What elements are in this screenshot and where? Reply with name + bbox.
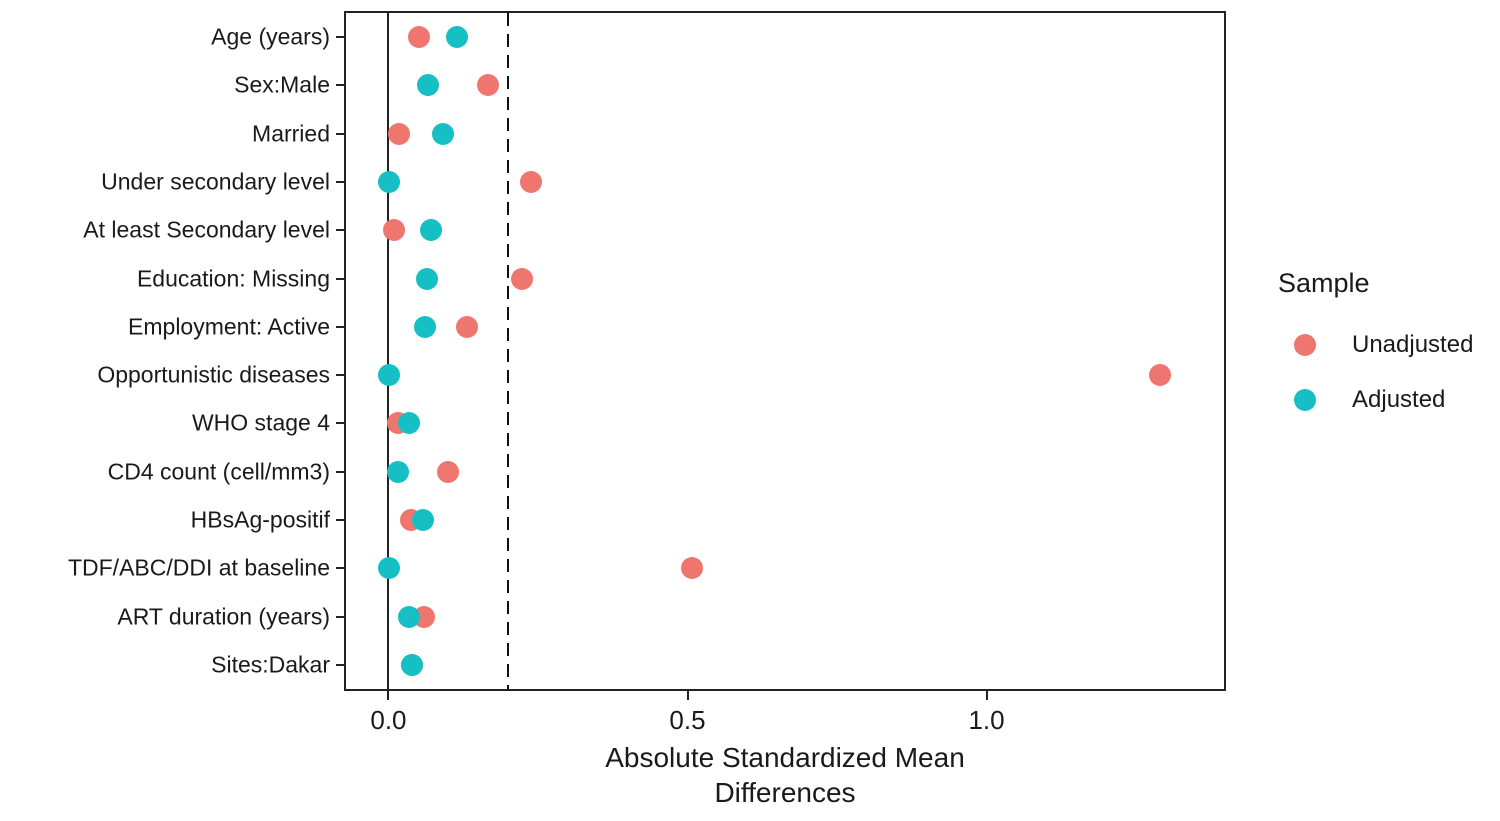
x-axis-tick-label: 1.0 xyxy=(968,705,1005,735)
y-axis-label: Married xyxy=(252,120,330,147)
x-axis-tick-label: 0.5 xyxy=(669,705,706,735)
y-axis-tick xyxy=(336,519,345,521)
legend-item-label: Unadjusted xyxy=(1352,330,1474,358)
legend-item-unadjusted: Unadjusted xyxy=(1278,317,1473,372)
point-unadjusted xyxy=(511,267,534,290)
point-adjusted xyxy=(412,509,435,531)
point-unadjusted xyxy=(407,26,430,49)
x-axis-title: Absolute Standardized Mean Differences xyxy=(344,740,1226,810)
y-axis-tick xyxy=(336,84,345,87)
x-axis-title-line2: Differences xyxy=(714,777,856,808)
x-axis-tick-label: 0.0 xyxy=(370,705,407,735)
y-axis-tick xyxy=(336,132,345,135)
point-unadjusted xyxy=(1149,364,1171,387)
point-adjusted xyxy=(397,412,420,435)
point-adjusted xyxy=(432,122,455,145)
x-axis-tick xyxy=(387,691,390,700)
y-axis-label: HBsAg-positif xyxy=(190,506,330,533)
y-axis-tick xyxy=(336,181,345,183)
adjusted-dot-icon xyxy=(1294,388,1316,411)
point-adjusted xyxy=(413,315,436,338)
point-adjusted xyxy=(401,653,424,676)
y-axis-tick xyxy=(336,663,345,666)
point-adjusted xyxy=(416,74,439,97)
legend-items: Unadjusted Adjusted xyxy=(1278,317,1473,427)
point-unadjusted xyxy=(388,122,411,145)
y-axis-tick xyxy=(336,470,345,473)
point-unadjusted xyxy=(680,557,703,580)
point-unadjusted xyxy=(456,315,479,338)
point-adjusted xyxy=(387,460,410,483)
legend: Sample Unadjusted Adjusted xyxy=(1278,268,1473,427)
y-axis-label: ART duration (years) xyxy=(117,603,330,630)
y-axis-label: Under secondary level xyxy=(101,168,330,195)
x-axis-title-line1: Absolute Standardized Mean xyxy=(605,742,965,773)
x-axis-tick xyxy=(686,691,689,700)
y-axis-label: Opportunistic diseases xyxy=(97,361,330,388)
point-unadjusted xyxy=(436,460,459,483)
point-adjusted xyxy=(398,605,421,628)
y-axis: Age (years) Sex:Male Married Under secondar… xyxy=(0,13,345,689)
y-axis-tick xyxy=(336,325,345,328)
y-axis-label: At least Secondary level xyxy=(83,216,330,243)
point-adjusted xyxy=(378,171,401,193)
x-axis-tick xyxy=(985,691,988,700)
point-adjusted xyxy=(416,267,439,290)
point-adjusted xyxy=(445,26,468,49)
legend-item-adjusted: Adjusted xyxy=(1278,372,1473,427)
point-adjusted xyxy=(378,364,401,387)
y-axis-label: Employment: Active xyxy=(128,313,330,340)
y-axis-tick xyxy=(336,36,345,39)
y-axis-label: TDF/ABC/DDI at baseline xyxy=(67,554,330,581)
y-axis-tick xyxy=(336,277,345,280)
y-axis-label: Sites:Dakar xyxy=(211,651,330,678)
legend-item-label: Adjusted xyxy=(1352,385,1446,413)
y-axis-label: WHO stage 4 xyxy=(191,409,330,436)
y-axis-tick xyxy=(336,229,345,232)
x-axis: 0.0 0.5 1.0 xyxy=(346,691,1224,737)
zero-reference-line xyxy=(387,13,390,689)
unadjusted-dot-icon xyxy=(1294,333,1316,356)
y-axis-label: Education: Missing xyxy=(136,265,330,292)
y-axis-tick xyxy=(336,422,345,425)
point-adjusted xyxy=(419,219,442,242)
point-adjusted xyxy=(378,557,401,580)
point-unadjusted xyxy=(519,171,542,193)
y-axis-label: Sex:Male xyxy=(234,71,330,98)
point-unadjusted xyxy=(476,74,499,97)
y-axis-tick xyxy=(336,615,345,618)
y-axis-tick xyxy=(336,374,345,377)
y-axis-tick xyxy=(336,567,345,570)
point-unadjusted xyxy=(383,219,406,242)
plot-panel xyxy=(344,11,1226,691)
legend-title: Sample xyxy=(1278,268,1370,298)
y-axis-label: CD4 count (cell/mm3) xyxy=(107,458,330,485)
y-axis-label: Age (years) xyxy=(211,23,330,50)
threshold-reference-line xyxy=(507,13,510,689)
